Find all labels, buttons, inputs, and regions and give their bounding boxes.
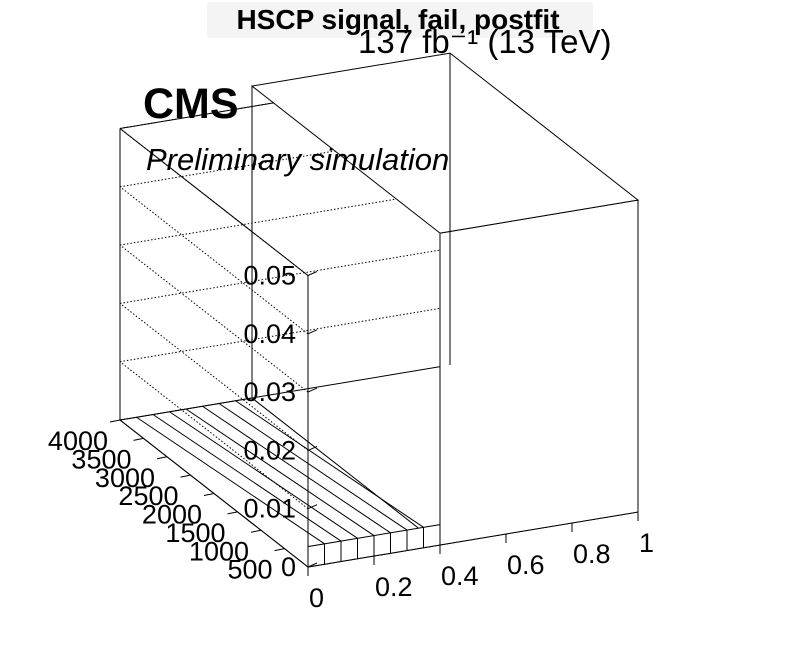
z-tick — [307, 329, 318, 335]
cms-label: CMS — [143, 80, 239, 128]
y-tick — [274, 548, 285, 552]
bin-division — [185, 408, 375, 537]
z-tick-label: 0.04 — [243, 319, 296, 349]
y-tick — [109, 419, 121, 423]
title-box — [207, 2, 593, 38]
y-tick — [227, 511, 238, 515]
y-tick — [133, 437, 144, 441]
chart-title: HSCP signal, fail, postfit — [236, 4, 560, 35]
y-tick-label: 1000 — [189, 536, 249, 566]
x-tick-label: 0.2 — [375, 572, 413, 602]
z-tick-label: 0.05 — [243, 261, 296, 291]
x-tick-label: 0.4 — [441, 561, 479, 591]
y-tick — [180, 474, 191, 478]
z-tick — [307, 271, 318, 276]
y-tick-label: 3000 — [95, 463, 155, 493]
bar-front-face — [439, 199, 639, 546]
z-gridline — [119, 303, 309, 451]
y-tick — [203, 493, 215, 496]
z-axis-ticks: 0 0.01 0.02 0.03 0.04 0.05 — [243, 261, 318, 582]
z-tick — [307, 504, 318, 510]
bin-division — [169, 411, 358, 539]
y-tick — [250, 529, 262, 533]
y-tick-label: 500 — [227, 555, 272, 585]
bin-division — [152, 414, 342, 542]
preliminary-label: Preliminary simulation — [146, 142, 450, 177]
x-tick-label: 0 — [309, 583, 324, 613]
y-tick-label: 3500 — [71, 444, 131, 474]
bin-division — [235, 400, 424, 528]
bin-division — [218, 403, 408, 531]
z-tick — [307, 562, 318, 568]
y-tick — [156, 456, 168, 460]
z-gridline — [119, 128, 309, 276]
x-tick-label: 0.8 — [573, 539, 611, 569]
z-tick — [307, 445, 318, 451]
x-tick-label: 0.6 — [507, 550, 545, 580]
x-axis-ticks: 0 0.2 0.4 0.6 0.8 1 — [307, 512, 654, 613]
z-tick-label: 0.03 — [243, 377, 296, 407]
z-gridline — [119, 244, 309, 393]
lego-bars — [118, 52, 640, 568]
z-tick-label: 0.02 — [243, 435, 296, 465]
y-tick-label: 1500 — [165, 518, 225, 548]
lumi-label: 137 fb⁻¹ (13 TeV) — [358, 23, 612, 60]
lego-bin-1 — [250, 52, 640, 546]
z-tick-label: 0 — [281, 552, 296, 582]
y-tick-label: 2500 — [118, 481, 178, 511]
bin-division — [136, 416, 325, 545]
y-tick-label: 4000 — [48, 426, 108, 456]
bin-division — [202, 405, 391, 534]
z-tick — [307, 387, 318, 393]
y-tick-label: 2000 — [142, 500, 202, 530]
z-gridline — [119, 186, 309, 335]
z-tick-label: 0.01 — [243, 494, 296, 524]
x-tick-label: 1 — [639, 528, 654, 558]
